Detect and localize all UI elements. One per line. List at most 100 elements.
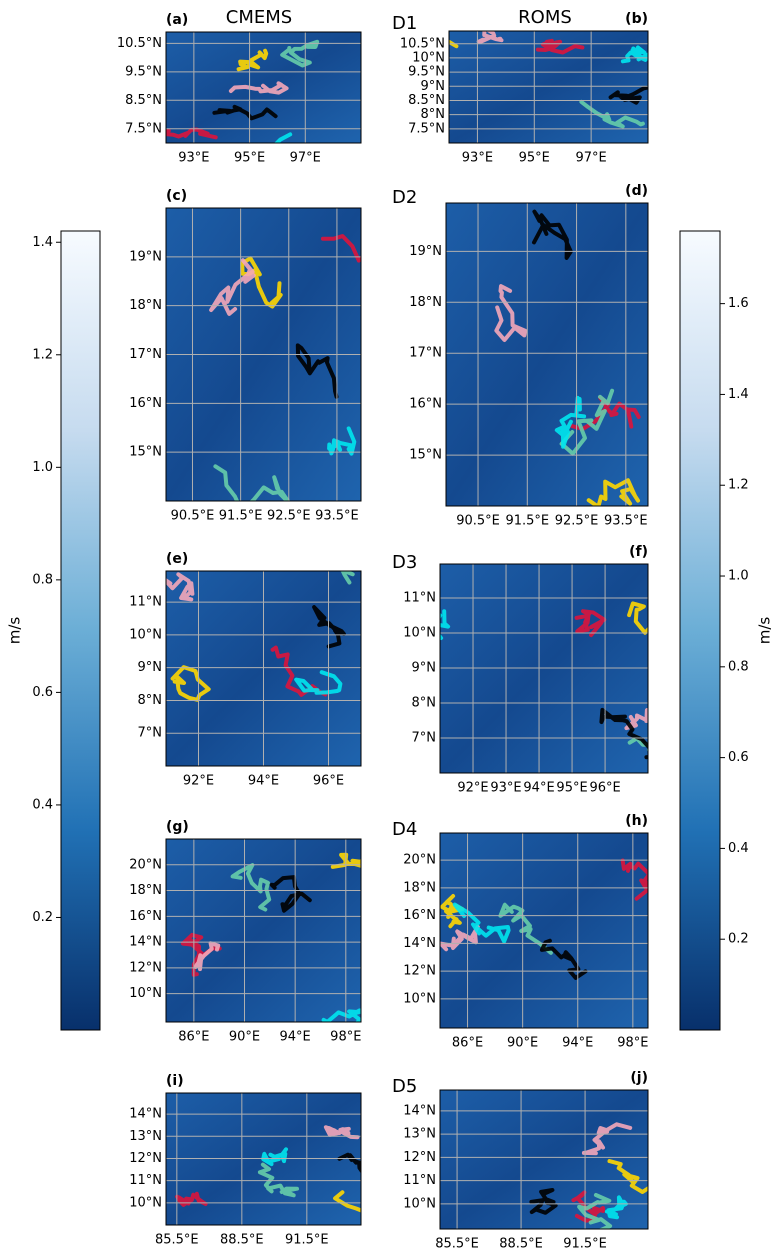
y-tick-label: 14°N: [403, 1103, 436, 1118]
drifter-track: [166, 572, 195, 602]
y-tick-label: 11°N: [403, 1173, 436, 1188]
y-tick-label: 9°N: [138, 660, 163, 675]
x-tick-label: 90°E: [507, 1036, 538, 1051]
x-tick-label: 91.5°E: [505, 514, 549, 529]
y-tick-label: 16°N: [409, 397, 442, 412]
x-tick-label: 97°E: [290, 151, 321, 166]
drifter-track: [261, 1147, 288, 1167]
y-tick-label: 11°N: [403, 590, 436, 605]
drifter-track: [323, 1125, 360, 1140]
x-tick-label: 85.5°E: [435, 1237, 479, 1252]
colorbar-label: m/s: [756, 617, 774, 645]
colorbar-tick-label: 0.4: [728, 841, 749, 856]
x-tick-label: 93.5°E: [315, 509, 359, 524]
y-tick-label: 16°N: [129, 909, 162, 924]
map-frame: [439, 563, 649, 774]
drifter-track: [320, 234, 361, 263]
map-frame: [165, 207, 362, 502]
drifter-track: [452, 902, 511, 944]
drifter-track: [213, 464, 291, 501]
drifter-track: [180, 932, 222, 977]
y-tick-label: 9°N: [412, 660, 437, 675]
drifter-track: [228, 81, 289, 95]
x-tick-label: 95°E: [519, 151, 550, 166]
trajectories: [440, 858, 648, 980]
y-tick-label: 7.5°N: [125, 121, 162, 136]
map-background: [440, 564, 648, 773]
x-tick-label: 98°E: [330, 1030, 361, 1045]
y-tick-label: 13°N: [403, 1127, 436, 1142]
x-tick-label: 86°E: [178, 1030, 209, 1045]
x-tick-label: 93°E: [178, 151, 209, 166]
y-tick-label: 18°N: [129, 883, 162, 898]
drifter-track: [240, 256, 283, 309]
trajectories: [209, 234, 361, 501]
x-tick-label: 94°E: [523, 781, 554, 796]
x-tick-label: 88.5°E: [220, 1233, 264, 1248]
drifter-track: [230, 863, 272, 912]
x-tick-label: 94°E: [248, 774, 279, 789]
colorbar-tick-label: 0.2: [32, 910, 53, 925]
row-label: D1: [392, 13, 417, 34]
colorbar: [60, 230, 101, 1031]
panel-label: (e): [166, 551, 188, 567]
drifter-track: [212, 104, 278, 121]
row-label: D2: [392, 187, 417, 208]
y-tick-label: 8°N: [412, 695, 437, 710]
colorbar-tick-label: 1.6: [728, 296, 749, 311]
x-tick-label: 96°E: [589, 781, 620, 796]
drifter-track: [440, 609, 451, 640]
x-tick-label: 93°E: [462, 151, 493, 166]
y-tick-label: 20°N: [129, 857, 162, 872]
drifter-track: [608, 85, 648, 105]
drifter-track: [498, 902, 553, 955]
colorbar: [679, 230, 721, 1031]
x-tick-label: 91.5°E: [285, 1233, 329, 1248]
panel-label: (f): [629, 544, 648, 560]
drifter-track: [532, 209, 573, 260]
colorbar-tick-label: 1.2: [32, 347, 53, 362]
y-tick-label: 7°N: [138, 726, 163, 741]
x-tick-label: 94°E: [562, 1036, 593, 1051]
x-tick-label: 94°E: [280, 1030, 311, 1045]
y-tick-label: 20°N: [403, 853, 436, 868]
x-tick-label: 93.5°E: [604, 514, 648, 529]
panel-label: (j): [630, 1070, 648, 1086]
drifter-track: [321, 1008, 361, 1022]
y-tick-label: 11°N: [129, 1173, 162, 1188]
drifter-track: [559, 388, 615, 456]
drifter-track: [620, 858, 648, 901]
drifter-track: [294, 670, 343, 695]
y-tick-label: 13°N: [129, 1129, 162, 1144]
x-tick-label: 92°E: [457, 781, 488, 796]
x-tick-label: 85.5°E: [155, 1233, 199, 1248]
drifter-track: [579, 99, 645, 129]
panel-label: (a): [166, 12, 188, 28]
colorbar-tick-label: 0.6: [32, 685, 53, 700]
x-tick-label: 92.5°E: [267, 509, 311, 524]
colorbar-tick-label: 1.4: [728, 387, 749, 402]
drifter-track: [337, 1152, 361, 1174]
map-frame: [165, 838, 362, 1023]
x-tick-label: 90°E: [229, 1030, 260, 1045]
drifter-track: [257, 1162, 299, 1198]
colorbar-label: m/s: [6, 617, 24, 645]
drifter-track: [280, 39, 320, 68]
colorbar-tick-label: 0.4: [32, 797, 53, 812]
drifter-track: [581, 1122, 633, 1156]
y-tick-label: 17°N: [409, 346, 442, 361]
y-tick-label: 10°N: [403, 625, 436, 640]
y-tick-label: 15°N: [129, 445, 162, 460]
x-tick-label: 95°E: [556, 781, 587, 796]
y-tick-label: 10°N: [129, 986, 162, 1001]
x-tick-label: 91.5°E: [563, 1237, 607, 1252]
y-tick-label: 9.5°N: [408, 65, 445, 80]
y-tick-label: 14°N: [129, 1107, 162, 1122]
panel-label: (h): [625, 813, 648, 829]
x-tick-label: 86°E: [452, 1036, 483, 1051]
drifter-track: [586, 478, 640, 506]
y-tick-label: 12°N: [129, 1151, 162, 1166]
y-tick-label: 12°N: [403, 964, 436, 979]
y-tick-label: 9°N: [421, 79, 446, 94]
